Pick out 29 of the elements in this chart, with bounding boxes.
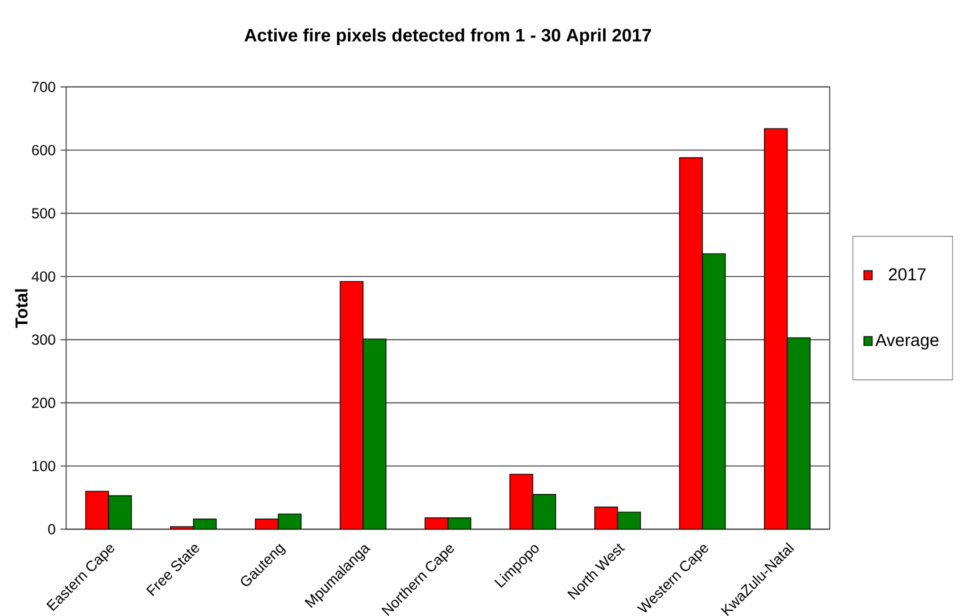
y-tick-label: 400 bbox=[32, 271, 56, 282]
legend-label: 2017 bbox=[888, 268, 926, 280]
bar bbox=[278, 514, 302, 530]
bar bbox=[509, 474, 534, 530]
y-tick-label: 700 bbox=[32, 82, 56, 92]
y-tick-label: 100 bbox=[32, 460, 56, 472]
bar bbox=[786, 337, 811, 530]
y-tick-label: 0 bbox=[48, 524, 56, 534]
bar bbox=[702, 253, 726, 530]
bar bbox=[764, 128, 788, 530]
bar bbox=[448, 518, 471, 530]
y-axis-title: Total bbox=[14, 289, 28, 328]
bar bbox=[532, 494, 556, 530]
bar bbox=[255, 519, 278, 530]
bar bbox=[193, 519, 216, 530]
bar bbox=[85, 490, 109, 530]
y-tick-label: 600 bbox=[32, 144, 56, 156]
y-tick-label: 300 bbox=[32, 334, 56, 345]
bar bbox=[617, 512, 641, 530]
bar bbox=[362, 338, 386, 530]
bar bbox=[594, 506, 618, 530]
chart-title: Active fire pixels detected from 1 - 30 April 2017 bbox=[244, 28, 651, 45]
bar bbox=[108, 495, 132, 530]
legend-label: Average bbox=[875, 334, 938, 350]
y-tick-label: 200 bbox=[32, 398, 56, 408]
bar bbox=[425, 518, 448, 530]
y-tick-label: 500 bbox=[32, 208, 56, 218]
bar bbox=[679, 157, 703, 530]
bar bbox=[340, 281, 364, 530]
